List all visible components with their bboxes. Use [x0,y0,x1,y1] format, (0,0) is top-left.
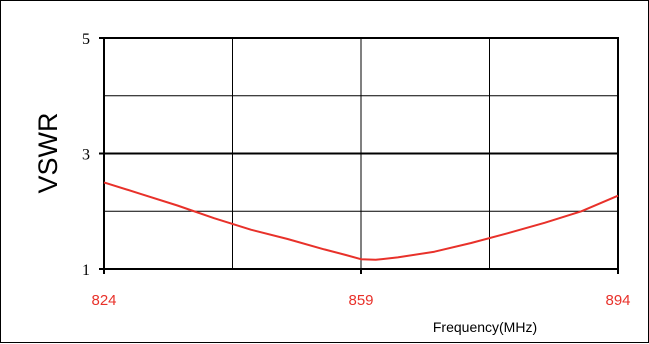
x-tick-labels: 824 859 894 [91,292,630,309]
series [103,181,619,261]
vswr-series-line [103,181,619,261]
x-tick-label: 859 [348,292,373,309]
axes [99,37,619,274]
y-axis-label: VSWR [33,113,63,194]
y-tick-label: 5 [82,31,90,48]
x-tick-label: 824 [91,292,116,309]
y-tick-labels: 5 3 1 [82,31,90,279]
x-axis-label: Frequency(MHz) [433,319,537,335]
y-tick-label: 3 [82,147,90,164]
grid [103,37,619,270]
x-tick-label: 894 [605,292,630,309]
y-tick-label: 1 [82,262,90,279]
